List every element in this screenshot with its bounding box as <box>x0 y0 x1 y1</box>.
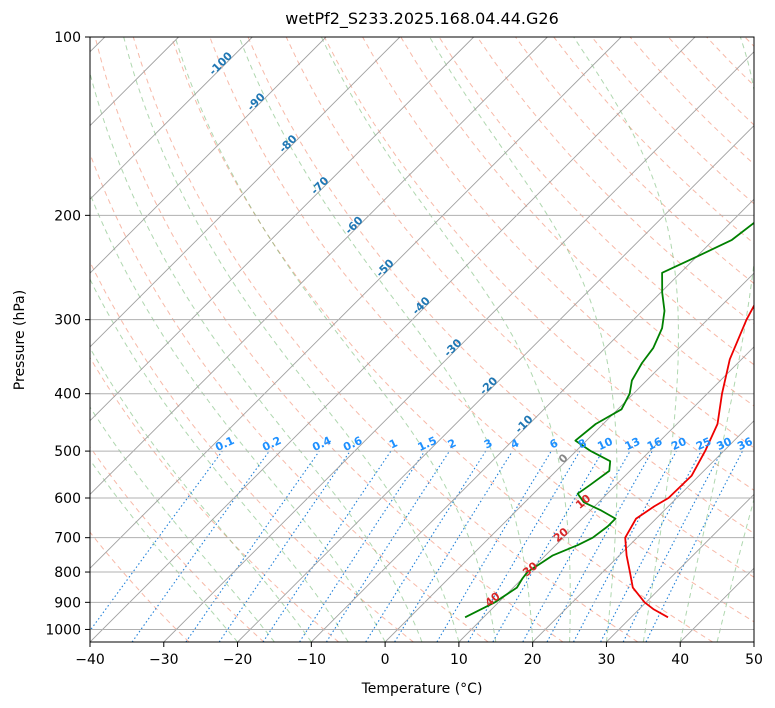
moist-adiabat-line <box>573 37 679 642</box>
isotherm-line <box>532 420 754 642</box>
isotherm-line <box>310 198 754 642</box>
mixing-ratio-line <box>185 450 320 642</box>
x-tick-label: −30 <box>149 652 179 668</box>
x-tick-label: 0 <box>381 652 390 668</box>
isotherm-line <box>90 37 696 642</box>
moist-adiabat-line <box>90 347 312 642</box>
moist-adiabat-line <box>238 37 534 642</box>
isotherm-line <box>237 124 754 642</box>
mixing-ratio-label: 25 <box>694 435 713 453</box>
x-tick-label: 40 <box>671 652 689 668</box>
mixing-ratio-line <box>90 450 223 632</box>
isotherm-line <box>90 37 622 569</box>
isotherm-line <box>90 37 548 496</box>
dry-adiabat-line <box>132 37 639 642</box>
isotherm-line <box>606 493 754 642</box>
moist-adiabat-line <box>90 192 386 642</box>
mixing-ratio-line <box>645 450 743 642</box>
dry-adiabat-line <box>362 37 754 449</box>
y-tick-label: 300 <box>54 313 81 329</box>
isotherm-line <box>90 37 253 200</box>
profile-series <box>464 221 754 619</box>
moist-adiabat-line <box>174 37 497 642</box>
dry-adiabat-line <box>90 531 190 642</box>
isotherm-line <box>458 346 754 642</box>
moist-adiabat-line <box>90 459 238 642</box>
isobars <box>90 37 754 630</box>
moist-adiabat-line <box>90 406 275 642</box>
mixing-ratio-line <box>522 450 631 642</box>
mixing-ratio-line <box>325 450 450 642</box>
isotherm-line <box>90 37 327 274</box>
x-tick-label: 10 <box>450 652 468 668</box>
y-tick-label: 100 <box>54 30 81 46</box>
dry-adiabat-line <box>94 37 564 642</box>
mixing-ratio-line <box>262 450 392 642</box>
x-tick-label: 50 <box>745 652 763 668</box>
dry-adiabat-line <box>400 37 754 407</box>
mixing-ratio-label: 20 <box>669 435 689 453</box>
isotherms <box>90 37 754 642</box>
mixing-ratio-label: 13 <box>623 435 642 453</box>
mixing-ratio-lines <box>90 450 743 642</box>
dry-adiabats <box>90 37 754 642</box>
x-tick-label: 30 <box>598 652 616 668</box>
x-tick-label: −20 <box>223 652 253 668</box>
moist-adiabat-line <box>123 37 460 642</box>
isotherm-line <box>163 51 754 642</box>
isotherm-line <box>90 37 475 422</box>
x-axis-title: Temperature (°C) <box>361 681 483 697</box>
y-tick-label: 1000 <box>45 622 81 638</box>
series-line-dewpoint <box>464 221 754 619</box>
dry-adiabat-line <box>515 37 754 285</box>
dry-adiabat-line <box>171 37 713 642</box>
mixing-ratio-label: 16 <box>645 435 665 453</box>
mixing-ratio-line <box>131 450 270 642</box>
plot-frame <box>89 36 755 643</box>
moist-adiabats <box>90 37 754 642</box>
mixing-ratio-label: 10 <box>595 435 615 453</box>
dry-adiabat-line <box>90 356 339 642</box>
mixing-ratio-label: 30 <box>715 435 735 453</box>
x-axis-ticks: −40 −30 −20 −10 0 10 20 30 40 50 <box>75 642 763 668</box>
dry-adiabat-line <box>90 152 489 642</box>
dry-adiabat-line <box>247 37 754 578</box>
plot-area: -100-90-80-70-60-50-40-30-20-100 1020304… <box>90 37 755 642</box>
moist-adiabat-line <box>320 37 571 642</box>
chart-title: wetPf2_S233.2025.168.04.44.G26 <box>285 9 559 29</box>
y-tick-label: 500 <box>54 444 81 460</box>
x-tick-label: −10 <box>297 652 327 668</box>
mixing-ratio-line <box>573 450 677 642</box>
moist-adiabat-line <box>429 37 618 642</box>
y-tick-label: 600 <box>54 491 81 507</box>
dry-adiabat-line <box>209 37 754 623</box>
x-tick-label: −40 <box>75 652 105 668</box>
y-tick-label: 400 <box>54 387 81 403</box>
y-tick-label: 800 <box>54 565 81 581</box>
dry-adiabat-line <box>476 37 754 325</box>
isotherm-line <box>90 37 401 348</box>
mixing-ratio-line <box>546 450 653 642</box>
series-line-temperature <box>624 303 754 619</box>
isotherm-line <box>384 272 754 642</box>
y-tick-label: 900 <box>54 595 81 611</box>
y-axis-ticks: 100 200 300 400 500 600 700 800 900 1000 <box>45 30 90 638</box>
moist-adiabat-line <box>90 278 349 642</box>
y-tick-label: 700 <box>54 531 81 547</box>
mixing-ratio-line <box>218 450 351 642</box>
y-tick-label: 200 <box>54 208 81 224</box>
y-axis-title: Pressure (hPa) <box>12 290 28 390</box>
x-tick-label: 20 <box>524 652 542 668</box>
moist-adiabat-line <box>90 71 423 642</box>
mixing-ratio-line <box>299 450 426 642</box>
mixing-ratio-label: 36 <box>735 435 755 453</box>
mixing-ratio-line <box>394 450 513 642</box>
